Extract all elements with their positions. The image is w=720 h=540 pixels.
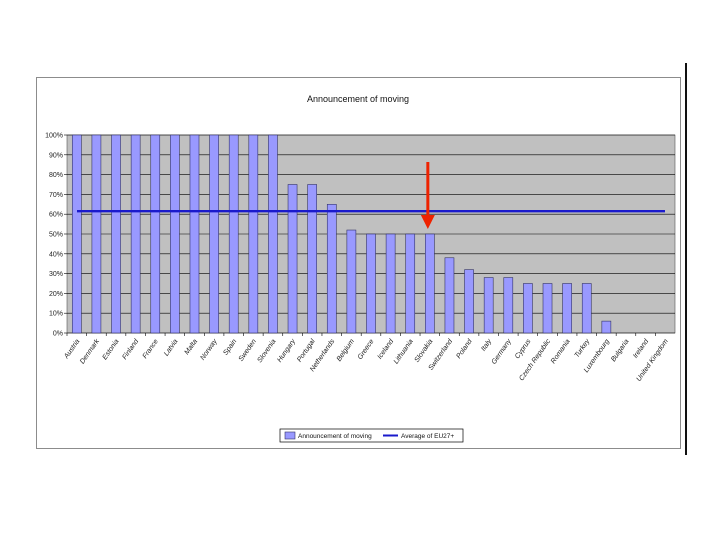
legend-average-label: Average of EU27+ [401, 433, 454, 440]
y-tick-label: 30% [49, 271, 63, 278]
bar [444, 257, 455, 334]
y-axis-ticks: 0% 10% 20% 30% 40% 50% 60% 70% 80% 90% 100% [45, 133, 63, 338]
bar [248, 134, 259, 334]
category-label: Sweden [238, 338, 258, 363]
y-tick-label: 70% [49, 192, 63, 199]
bar [405, 233, 416, 334]
category-label: Turkey [574, 338, 592, 360]
category-label: Romania [550, 338, 572, 365]
legend-box [279, 428, 464, 443]
bar [170, 134, 180, 334]
bar [91, 134, 102, 334]
bar [189, 134, 200, 334]
y-tick-label: 80% [49, 172, 63, 179]
category-label: Germany [491, 338, 514, 366]
bar [464, 269, 474, 334]
category-label: Bulgaria [610, 338, 631, 363]
y-tick-label: 40% [49, 251, 63, 258]
category-label: Slovenia [256, 338, 277, 364]
highlight-arrow-head [420, 215, 435, 229]
y-tick-label: 100% [45, 133, 63, 140]
category-label: France [142, 338, 160, 360]
category-label: Latvia [163, 338, 180, 357]
bar [523, 283, 533, 334]
category-label: Spain [222, 338, 238, 357]
category-label: Slovakia [414, 338, 435, 364]
category-label: Finland [121, 337, 141, 361]
bar [150, 134, 161, 334]
bar [562, 283, 572, 334]
bars [71, 134, 612, 334]
category-label: Italy [480, 338, 493, 353]
bar [111, 134, 121, 334]
category-label: Greece [357, 338, 376, 361]
category-label: Hungary [276, 338, 297, 364]
y-tick-label: 20% [49, 291, 63, 298]
category-label: Belgium [336, 338, 356, 363]
highlight-arrow-group [420, 162, 435, 229]
bar [366, 233, 376, 334]
bar [287, 184, 298, 334]
bar [503, 277, 514, 334]
chart-title: Announcement of moving [307, 94, 409, 104]
category-label: Cyprus [514, 338, 533, 361]
y-tick-label: 60% [49, 212, 63, 219]
legend: Announcement of moving Average of EU27+ [279, 428, 464, 443]
y-tick-label: 50% [49, 232, 63, 239]
category-label: Ireland [632, 337, 651, 359]
bar [346, 229, 357, 334]
bar [326, 204, 337, 334]
category-label: Estonia [102, 338, 121, 361]
bar [581, 283, 592, 334]
bar [130, 134, 141, 334]
category-label: Portugal [296, 338, 317, 364]
bar [209, 134, 219, 334]
right-border-rule [685, 63, 687, 455]
category-label: Norway [199, 338, 219, 362]
y-tick-label: 90% [49, 152, 63, 159]
chart-frame: Announcement of moving 0% 10% 20% 30% 40% 50%… [36, 77, 681, 449]
legend-bar-swatch [284, 431, 296, 440]
bar [542, 283, 553, 334]
bar [425, 233, 435, 334]
y-tick-label: 10% [49, 311, 63, 318]
legend-bar-label: Announcement of moving [298, 433, 372, 440]
bar [268, 134, 278, 334]
y-tick-label: 0% [53, 331, 63, 338]
category-label: Denmark [79, 338, 101, 366]
category-label: Poland [455, 337, 474, 360]
bar [307, 184, 317, 334]
bar [385, 233, 396, 334]
category-label: Malta [184, 338, 200, 356]
bar [228, 134, 239, 334]
category-label: Lithuania [393, 338, 415, 365]
bar [601, 320, 612, 334]
bar-chart: Announcement of moving 0% 10% 20% 30% 40% 50%… [45, 94, 676, 443]
bar [71, 134, 82, 334]
category-label: Austria [63, 338, 82, 361]
bar [483, 277, 494, 334]
category-label: Iceland [377, 337, 396, 360]
